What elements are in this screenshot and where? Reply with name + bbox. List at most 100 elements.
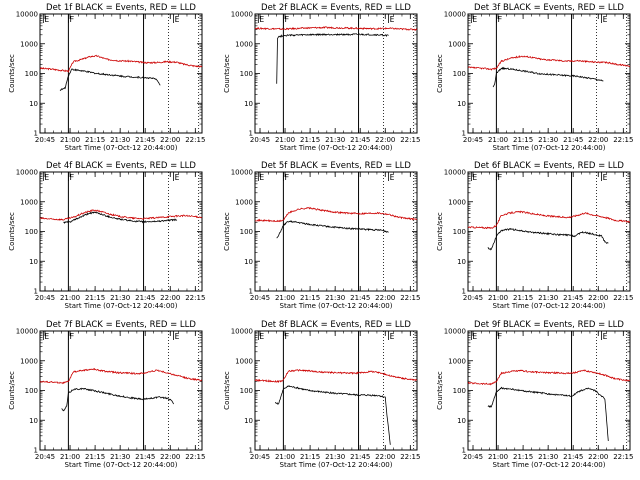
x-tick-label: 21:00 xyxy=(60,136,80,144)
x-tick-label: 21:15 xyxy=(513,453,533,461)
y-tick-label: 1000 xyxy=(235,357,253,365)
x-axis-label: Start Time (07-Oct-12 20:44:00) xyxy=(280,144,393,152)
x-tick-label: 21:30 xyxy=(110,294,130,302)
series-black-events xyxy=(276,220,389,239)
y-tick-label: 1 xyxy=(462,288,466,296)
chart-title: Det 5f BLACK = Events, RED = LLD xyxy=(261,161,411,171)
x-tick-label: 20:45 xyxy=(463,136,483,144)
series-red-lld xyxy=(254,26,418,31)
plot-frame xyxy=(254,171,418,292)
x-tick-label: 22:00 xyxy=(160,453,180,461)
x-tick-label: 20:45 xyxy=(250,294,270,302)
y-tick-label: 10 xyxy=(244,100,253,108)
x-tick-label: 21:30 xyxy=(538,453,558,461)
y-tick-label: 10 xyxy=(244,258,253,266)
marker-label: E xyxy=(472,15,477,24)
chart-panel-2: Det 2f BLACK = Events, RED = LLD 1 10 100 10… xyxy=(223,3,420,152)
y-tick-label: 10000 xyxy=(444,11,466,19)
y-tick-label: 1 xyxy=(249,288,253,296)
x-tick-label: 22:00 xyxy=(375,453,395,461)
x-tick-label: 21:15 xyxy=(300,294,320,302)
x-tick-label: 21:45 xyxy=(135,136,155,144)
plot-frame xyxy=(39,171,203,292)
x-tick-label: 22:00 xyxy=(160,294,180,302)
y-tick-label: 10000 xyxy=(16,169,38,177)
x-tick-label: 21:15 xyxy=(300,136,320,144)
x-axis-label: Start Time (07-Oct-12 20:44:00) xyxy=(65,302,178,310)
y-tick-label: 10000 xyxy=(16,11,38,19)
x-tick-label: 21:30 xyxy=(325,453,345,461)
series-red-lld xyxy=(39,54,203,73)
y-tick-label: 1000 xyxy=(448,198,466,206)
marker-label: E xyxy=(175,332,180,341)
y-tick-label: 100 xyxy=(453,387,466,395)
marker-label: E xyxy=(44,15,49,24)
y-axis-label: Counts/sec xyxy=(436,212,444,251)
y-tick-label: 10 xyxy=(457,100,466,108)
x-axis-label: Start Time (07-Oct-12 20:44:00) xyxy=(280,461,393,469)
y-tick-label: 1 xyxy=(34,130,38,138)
x-tick-label: 21:45 xyxy=(563,453,583,461)
x-tick-label: 21:15 xyxy=(85,453,105,461)
marker-label: E xyxy=(390,332,395,341)
series-black-events xyxy=(276,32,389,84)
marker-label: E xyxy=(259,173,264,182)
y-tick-label: 10000 xyxy=(444,169,466,177)
plot-frame xyxy=(39,330,203,451)
plot-frame xyxy=(467,171,631,292)
chart-panel-9: Det 9f BLACK = Events, RED = LLD 1 10 100 10… xyxy=(436,320,633,469)
plot-frame xyxy=(467,13,631,134)
y-tick-label: 1 xyxy=(249,130,253,138)
x-tick-label: 21:00 xyxy=(275,136,295,144)
marker-label: F xyxy=(284,332,289,341)
x-axis-label: Start Time (07-Oct-12 20:44:00) xyxy=(493,144,606,152)
y-tick-label: 1000 xyxy=(20,198,38,206)
chart-title: Det 9f BLACK = Events, RED = LLD xyxy=(474,320,624,330)
chart-panel-7: Det 7f BLACK = Events, RED = LLD 1 10 100 10… xyxy=(8,320,205,469)
series-red-lld xyxy=(255,206,418,223)
marker-label: E xyxy=(390,15,395,24)
marker-label: E xyxy=(603,15,608,24)
x-tick-label: 21:45 xyxy=(350,136,370,144)
x-tick-label: 22:00 xyxy=(588,453,608,461)
marker-label: F xyxy=(497,173,502,182)
series-red-lld xyxy=(254,369,418,384)
x-tick-label: 20:45 xyxy=(463,453,483,461)
series-red-lld xyxy=(467,210,631,230)
marker-label: E xyxy=(44,332,49,341)
x-tick-label: 20:45 xyxy=(250,453,270,461)
y-axis-label: Counts/sec xyxy=(223,54,231,93)
series-red-lld xyxy=(467,55,631,71)
series-black-events xyxy=(487,227,609,251)
y-tick-label: 1 xyxy=(34,447,38,455)
x-axis-label: Start Time (07-Oct-12 20:44:00) xyxy=(493,461,606,469)
x-tick-label: 20:45 xyxy=(35,136,55,144)
marker-label: F xyxy=(497,332,502,341)
y-tick-label: 10 xyxy=(457,258,466,266)
y-tick-label: 1000 xyxy=(235,198,253,206)
chart-title: Det 4f BLACK = Events, RED = LLD xyxy=(46,161,196,171)
x-tick-label: 21:15 xyxy=(85,136,105,144)
marker-label: F xyxy=(284,15,289,24)
series-red-lld xyxy=(39,209,203,222)
x-tick-label: 21:00 xyxy=(275,453,295,461)
x-tick-label: 21:00 xyxy=(275,294,295,302)
x-axis-label: Start Time (07-Oct-12 20:44:00) xyxy=(65,144,178,152)
x-tick-label: 22:15 xyxy=(185,453,205,461)
chart-panel-8: Det 8f BLACK = Events, RED = LLD 1 10 100 10… xyxy=(223,320,420,469)
x-tick-label: 21:30 xyxy=(538,294,558,302)
series-black-events xyxy=(487,386,609,442)
x-tick-label: 20:45 xyxy=(250,136,270,144)
chart-title: Det 6f BLACK = Events, RED = LLD xyxy=(474,161,624,171)
y-tick-label: 1 xyxy=(34,288,38,296)
x-tick-label: 22:00 xyxy=(375,136,395,144)
x-axis-label: Start Time (07-Oct-12 20:44:00) xyxy=(280,302,393,310)
x-tick-label: 20:45 xyxy=(35,453,55,461)
y-tick-label: 100 xyxy=(25,228,38,236)
chart-title: Det 3f BLACK = Events, RED = LLD xyxy=(474,3,624,13)
y-axis-label: Counts/sec xyxy=(223,371,231,410)
y-tick-label: 100 xyxy=(240,228,253,236)
y-tick-label: 1000 xyxy=(235,40,253,48)
marker-label: E xyxy=(44,173,49,182)
x-tick-label: 21:30 xyxy=(110,136,130,144)
